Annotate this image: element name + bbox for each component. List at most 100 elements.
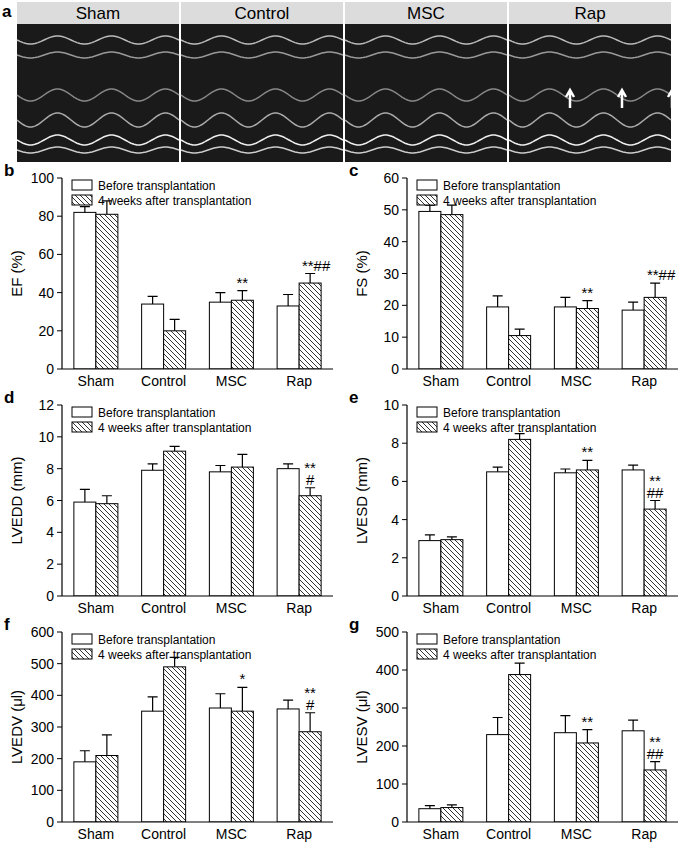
echo-line	[345, 36, 507, 44]
error-bar	[560, 469, 570, 473]
y-axis	[61, 178, 62, 369]
y-tick	[402, 369, 407, 370]
y-tick	[402, 708, 407, 709]
y-tick-label: 100	[376, 776, 400, 792]
y-tick-label: 0	[46, 361, 54, 377]
x-tick-label: Control	[141, 826, 186, 842]
legend-swatch	[72, 407, 92, 417]
bar	[487, 307, 509, 369]
marks	[419, 434, 666, 596]
significance: ##	[647, 745, 664, 762]
bar	[576, 309, 598, 369]
bar	[622, 310, 644, 369]
y-tick-label: 400	[376, 662, 400, 678]
bar	[209, 708, 231, 822]
bar	[441, 540, 463, 596]
panel-label: d	[4, 388, 14, 407]
echo-header	[17, 2, 179, 24]
bar	[96, 756, 118, 823]
bar	[164, 451, 186, 596]
y-tick-label: 12	[38, 397, 54, 413]
bar	[277, 306, 299, 369]
x-axis	[62, 821, 333, 822]
panel-label: b	[4, 161, 14, 180]
x-tick-label: Control	[141, 373, 186, 389]
bar	[576, 743, 598, 822]
echo-line	[17, 147, 179, 153]
y-tick	[57, 216, 62, 217]
bar	[164, 667, 186, 822]
error-bar	[493, 467, 503, 472]
error-bar	[283, 464, 293, 469]
x-tick-label: Sham	[78, 373, 115, 389]
y-tick-label: 8	[391, 435, 399, 451]
legend-label: 4 weeks after transplantation	[98, 421, 251, 435]
panel-label: c	[349, 161, 358, 180]
y-tick	[402, 443, 407, 444]
y-tick-label: 0	[391, 814, 399, 830]
y-tick-label: 6	[46, 493, 54, 509]
annotations: ****##	[582, 713, 665, 762]
legend-label: 4 weeks after transplantation	[98, 648, 251, 662]
echo-image: Sham	[17, 2, 179, 162]
chart: bEF (%)020406080100****##ShamControlMSCR…	[4, 161, 333, 389]
marks	[419, 663, 666, 822]
significance: **	[237, 274, 249, 291]
legend-swatch	[72, 180, 92, 190]
y-tick	[57, 532, 62, 533]
y-label: LVESD (mm)	[353, 457, 370, 544]
error-bar	[237, 291, 247, 301]
y-tick-label: 0	[46, 814, 54, 830]
bar	[74, 502, 96, 596]
bar	[299, 496, 321, 596]
error-bar	[447, 537, 457, 540]
bar	[96, 504, 118, 596]
echo-line	[181, 135, 343, 145]
bar	[644, 770, 666, 822]
x-axis	[407, 821, 678, 822]
y-tick-label: 60	[383, 170, 399, 186]
error-bar	[215, 694, 225, 708]
legend-swatch	[417, 180, 437, 190]
error-bar	[425, 535, 435, 541]
panel-label: f	[4, 615, 10, 634]
x-tick-label: Sham	[78, 600, 115, 616]
echo-line	[181, 147, 343, 153]
y-tick-label: 40	[38, 285, 54, 301]
y-tick	[57, 369, 62, 370]
y-axis	[406, 632, 407, 822]
chart: eLVESD (mm)0246810****##ShamControlMSCRa…	[349, 388, 678, 616]
significance: **##	[302, 257, 331, 274]
bar	[509, 675, 531, 822]
error-bar	[148, 697, 158, 711]
bar	[441, 808, 463, 822]
bar	[299, 283, 321, 369]
significance: #	[306, 696, 315, 713]
x-tick-label: MSC	[561, 600, 592, 616]
chart: dLVEDD (mm)024681012**#ShamControlMSCRap…	[4, 388, 333, 616]
bar	[644, 297, 666, 369]
y-tick	[402, 822, 407, 823]
y-tick	[57, 330, 62, 331]
error-bar	[560, 716, 570, 733]
legend-label: 4 weeks after transplantation	[443, 194, 596, 208]
echo-bg	[509, 2, 671, 162]
y-tick-label: 20	[38, 323, 54, 339]
legend-label: Before transplantation	[443, 633, 560, 647]
image-title: Sham	[76, 4, 120, 23]
significance: **	[582, 713, 594, 730]
significance: **##	[647, 266, 676, 283]
y-tick	[57, 632, 62, 633]
y-tick	[402, 481, 407, 482]
y-axis	[61, 405, 62, 596]
y-label: EF (%)	[8, 250, 25, 297]
image-title: MSC	[407, 4, 445, 23]
x-tick-label: MSC	[216, 373, 247, 389]
y-axis	[406, 178, 407, 369]
error-bar	[628, 720, 638, 731]
legend-swatch	[72, 195, 92, 205]
y-tick-label: 10	[383, 329, 399, 345]
error-bar	[102, 496, 112, 504]
error-bar	[80, 489, 90, 502]
bar	[441, 215, 463, 369]
